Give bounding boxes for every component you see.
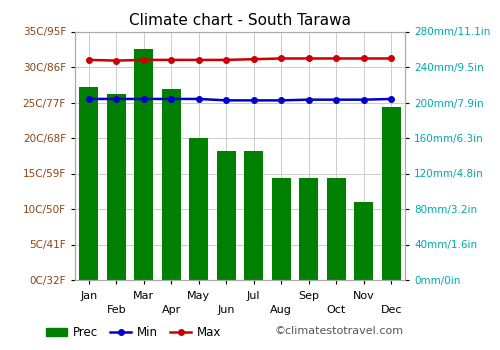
Text: Oct: Oct xyxy=(326,305,346,315)
Text: Dec: Dec xyxy=(380,305,402,315)
Bar xyxy=(299,178,318,280)
Bar xyxy=(272,178,291,280)
Text: Nov: Nov xyxy=(353,291,374,301)
Text: May: May xyxy=(187,291,210,301)
Text: Jun: Jun xyxy=(218,305,235,315)
Bar xyxy=(216,151,236,280)
Bar xyxy=(134,49,154,280)
Text: Apr: Apr xyxy=(162,305,181,315)
Bar xyxy=(354,202,374,280)
Text: Mar: Mar xyxy=(133,291,154,301)
Title: Climate chart - South Tarawa: Climate chart - South Tarawa xyxy=(129,13,351,28)
Bar xyxy=(189,138,208,280)
Bar xyxy=(162,89,181,280)
Bar xyxy=(106,93,126,280)
Text: Jul: Jul xyxy=(247,291,260,301)
Bar xyxy=(326,178,346,280)
Text: ©climatestotravel.com: ©climatestotravel.com xyxy=(275,326,404,336)
Bar xyxy=(79,88,98,280)
Text: Feb: Feb xyxy=(106,305,126,315)
Text: Jan: Jan xyxy=(80,291,98,301)
Text: Aug: Aug xyxy=(270,305,292,315)
Bar xyxy=(382,107,401,280)
Bar xyxy=(244,151,264,280)
Text: Sep: Sep xyxy=(298,291,320,301)
Legend: Prec, Min, Max: Prec, Min, Max xyxy=(42,321,226,344)
